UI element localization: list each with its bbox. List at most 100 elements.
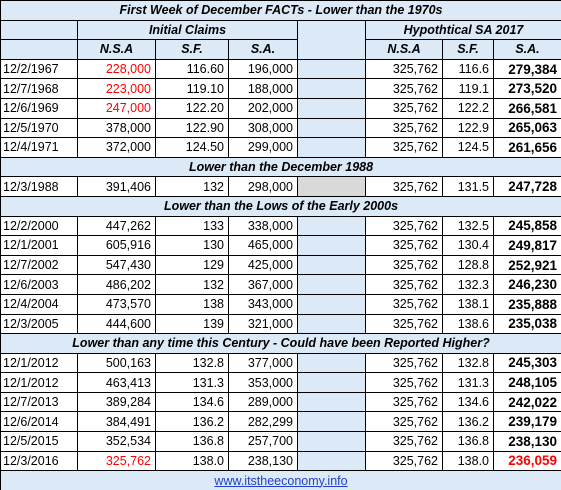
value-cell: 605,916	[77, 235, 156, 256]
value-cell: 239,179	[492, 411, 561, 433]
value-cell: 325,762	[365, 117, 443, 139]
value-cell: 547,430	[77, 254, 156, 276]
value-cell: 247,728	[492, 176, 561, 197]
value-cell: 116.60	[155, 58, 229, 80]
value-cell: 138.0	[155, 450, 229, 472]
gap-cell	[297, 411, 366, 433]
value-cell: 325,762	[365, 293, 443, 315]
row: 12/6/2014 384,491 136.2 282,299 325,762 136.2…	[0, 411, 561, 433]
value-cell: 131.3	[155, 372, 229, 393]
value-cell: 133	[155, 215, 229, 237]
section-heading: Lower than the December 1988	[0, 156, 561, 178]
gap-cell	[297, 97, 366, 119]
value-cell: 299,000	[228, 137, 298, 158]
value-cell: 134.6	[442, 391, 494, 413]
value-cell: 119.1	[442, 78, 494, 99]
row: 12/4/2004 473,570 138 343,000 325,762 138.1 23…	[0, 293, 561, 315]
date-cell: 12/3/1988	[0, 176, 78, 197]
value-cell: 338,000	[228, 215, 298, 237]
row: 12/5/1970 378,000 122.90 308,000 325,762 122.…	[0, 117, 561, 139]
value-cell: 238,130	[492, 431, 561, 452]
row: 12/1/2012 463,413 131.3 353,000 325,762 131.3…	[0, 372, 561, 393]
row: 12/4/1971 372,000 124.50 299,000 325,762 124.…	[0, 137, 561, 158]
row: 12/2/1967 228,000 116.60 196,000 325,762 116.…	[0, 58, 561, 80]
gap-cell	[297, 372, 366, 393]
blank-cell	[0, 39, 78, 60]
value-cell: 444,600	[77, 313, 156, 335]
value-cell: 245,858	[492, 215, 561, 237]
date-cell: 12/7/2013	[0, 391, 78, 413]
value-cell: 325,762	[365, 372, 443, 393]
column-header: S.A.	[492, 39, 561, 60]
value-cell: 130.4	[442, 235, 494, 256]
gap-cell	[297, 431, 366, 452]
value-cell: 138.0	[442, 450, 494, 472]
value-cell: 247,000	[77, 97, 156, 119]
row: Initial Claims Hypothtical SA 2017	[0, 19, 561, 60]
value-cell: 463,413	[77, 372, 156, 393]
date-cell: 12/3/2005	[0, 313, 78, 335]
blank-cell	[0, 19, 78, 41]
value-cell: 249,817	[492, 235, 561, 256]
group-header: Initial Claims	[77, 19, 298, 41]
gap-cell	[297, 19, 366, 60]
value-cell: 343,000	[228, 293, 298, 315]
value-cell: 266,581	[492, 97, 561, 119]
row: N.S.A S.F. S.A. N.S.A S.F. S.A.	[0, 39, 561, 60]
gap-cell	[297, 450, 366, 472]
row: 12/6/2003 486,202 132 367,000 325,762 132.3 24…	[0, 274, 561, 295]
value-cell: 129	[155, 254, 229, 276]
value-cell: 384,491	[77, 411, 156, 433]
value-cell: 236,059	[492, 450, 561, 472]
value-cell: 252,921	[492, 254, 561, 276]
footer-link[interactable]: www.itstheeconomy.info	[214, 473, 348, 488]
value-cell: 122.20	[155, 97, 229, 119]
value-cell: 132	[155, 176, 229, 197]
column-header: N.S.A	[365, 39, 443, 60]
row: 12/6/1969 247,000 122.20 202,000 325,762 122.…	[0, 97, 561, 119]
value-cell: 228,000	[77, 58, 156, 80]
value-cell: 261,656	[492, 137, 561, 158]
value-cell: 465,000	[228, 235, 298, 256]
value-cell: 122.90	[155, 117, 229, 139]
gap-cell	[297, 274, 366, 295]
date-cell: 12/3/2016	[0, 450, 78, 472]
value-cell: 202,000	[228, 97, 298, 119]
row: Lower than the December 1988	[0, 156, 561, 178]
gap-cell	[297, 137, 366, 158]
value-cell: 473,570	[77, 293, 156, 315]
value-cell: 321,000	[228, 313, 298, 335]
value-cell: 298,000	[228, 176, 298, 197]
value-cell: 425,000	[228, 254, 298, 276]
value-cell: 389,284	[77, 391, 156, 413]
value-cell: 128.8	[442, 254, 494, 276]
value-cell: 279,384	[492, 58, 561, 80]
value-cell: 325,762	[365, 215, 443, 237]
value-cell: 132	[155, 274, 229, 295]
date-cell: 12/5/2015	[0, 431, 78, 452]
row: 12/1/2001 605,916 130 465,000 325,762 130.4 24…	[0, 235, 561, 256]
value-cell: 136.8	[442, 431, 494, 452]
row: 12/3/2016 325,762 138.0 238,130 325,762 138.0…	[0, 450, 561, 472]
value-cell: 353,000	[228, 372, 298, 393]
value-cell: 325,762	[77, 450, 156, 472]
date-cell: 12/6/2003	[0, 274, 78, 295]
value-cell: 235,038	[492, 313, 561, 335]
group-header: Hypothtical SA 2017	[364, 19, 561, 41]
row: Lower than the Lows of the Early 2000s	[0, 195, 561, 217]
value-cell: 124.5	[442, 137, 494, 158]
value-cell: 188,000	[228, 78, 298, 99]
value-cell: 289,000	[228, 391, 298, 413]
value-cell: 238,130	[228, 450, 298, 472]
row: First Week of December FACTs - Lower tha…	[0, 0, 561, 21]
value-cell: 391,406	[77, 176, 156, 197]
date-cell: 12/6/2014	[0, 411, 78, 433]
value-cell: 325,762	[365, 431, 443, 452]
section-heading: Lower than the Lows of the Early 2000s	[0, 195, 561, 217]
table-title: First Week of December FACTs - Lower tha…	[0, 0, 561, 21]
gap-cell	[297, 254, 366, 276]
value-cell: 134.6	[155, 391, 229, 413]
value-cell: 367,000	[228, 274, 298, 295]
value-cell: 325,762	[365, 78, 443, 99]
date-cell: 12/1/2012	[0, 372, 78, 393]
